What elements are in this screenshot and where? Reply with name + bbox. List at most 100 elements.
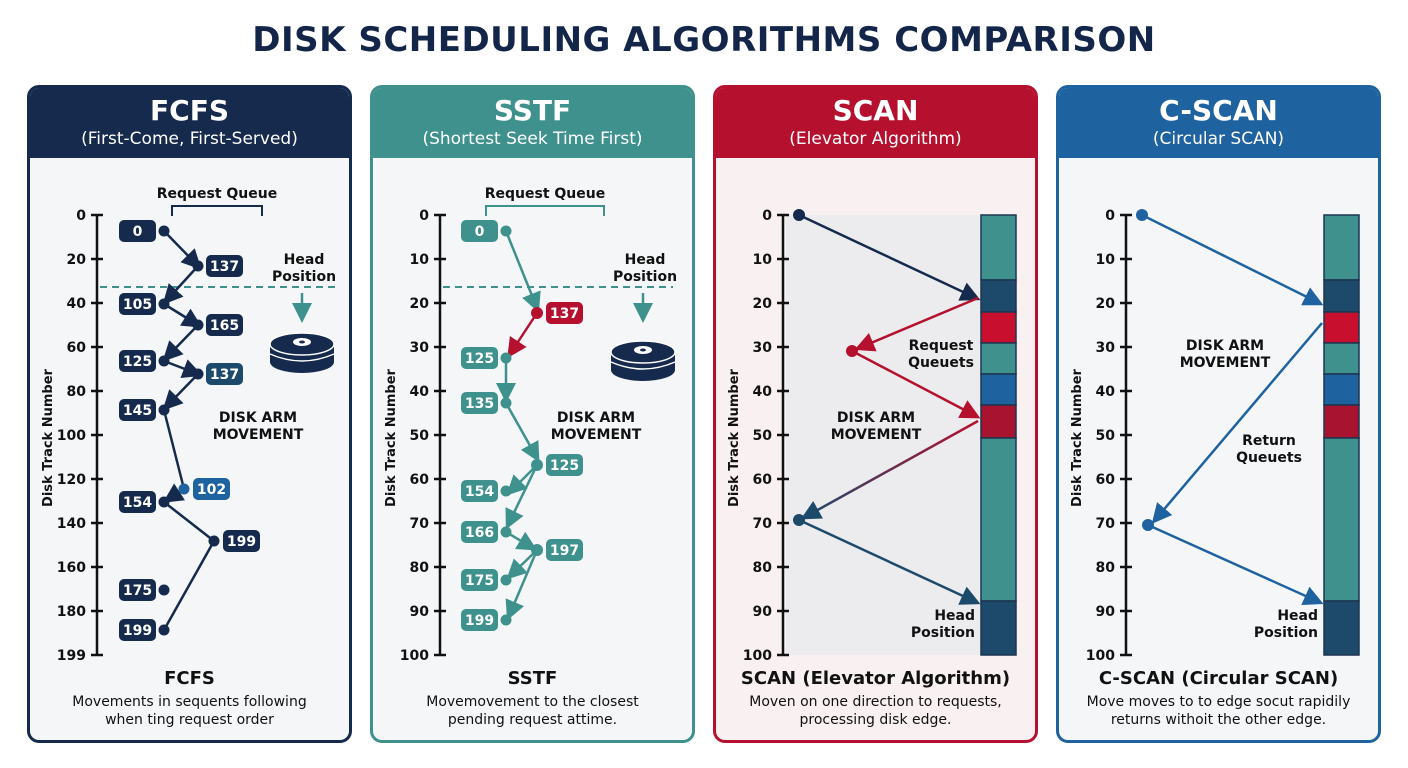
request-node: 197: [546, 539, 583, 561]
svg-text:166: 166: [465, 525, 494, 541]
svg-text:90: 90: [1096, 604, 1116, 620]
svg-text:Queuets: Queuets: [908, 355, 974, 371]
panel-scan: SCAN (Elevator Algorithm): [713, 85, 1038, 743]
caption: SSTF Movemovement to the closest pending…: [373, 668, 692, 729]
svg-text:165: 165: [210, 318, 239, 334]
svg-text:199: 199: [227, 534, 256, 550]
fcfs-diagram: 0 20 40 60 80 100 120 140 160 180 199 Di…: [41, 186, 336, 664]
svg-text:154: 154: [123, 495, 152, 511]
svg-text:20: 20: [410, 296, 430, 312]
svg-text:102: 102: [197, 482, 226, 498]
svg-text:145: 145: [123, 403, 152, 419]
request-node: 137: [546, 302, 583, 324]
algorithm-name: SCAN: [832, 94, 919, 127]
request-node: 125: [546, 454, 583, 476]
svg-text:125: 125: [465, 351, 494, 367]
svg-text:135: 135: [465, 396, 494, 412]
svg-text:100: 100: [1086, 648, 1115, 664]
request-node: 166: [461, 521, 498, 543]
svg-text:Head: Head: [625, 252, 666, 268]
svg-text:40: 40: [410, 384, 430, 400]
panel-cscan: C-SCAN (Circular SCAN) 0 10 20 3: [1056, 85, 1381, 743]
svg-text:50: 50: [1096, 428, 1116, 444]
y-axis-label: Disk Track Number: [1070, 368, 1085, 506]
svg-text:30: 30: [410, 340, 430, 356]
panel-header: SSTF (Shortest Seek Time First): [373, 88, 692, 158]
svg-text:80: 80: [753, 560, 773, 576]
y-axis-ticks: 0 10 20 30 40 50 60 70 80 90 100: [400, 208, 446, 664]
algorithm-subtitle: (Circular SCAN): [1152, 129, 1285, 149]
caption-title: C-SCAN (Circular SCAN): [1098, 668, 1339, 689]
svg-text:0: 0: [475, 224, 485, 240]
svg-text:137: 137: [210, 367, 239, 383]
svg-text:125: 125: [123, 354, 152, 370]
diagram-area: 0 20 40 60 80 100 120 140 160 180 199 Di…: [30, 158, 349, 740]
svg-text:125: 125: [550, 458, 579, 474]
request-node: 137: [206, 255, 243, 277]
svg-text:DISK ARM: DISK ARM: [557, 410, 635, 426]
svg-text:60: 60: [1096, 472, 1116, 488]
svg-text:175: 175: [465, 573, 494, 589]
disk-track-bar: [1323, 214, 1360, 656]
svg-text:100: 100: [57, 428, 86, 444]
caption: C-SCAN (Circular SCAN) Move moves to to …: [1059, 668, 1378, 729]
svg-text:70: 70: [410, 516, 430, 532]
panel-header: FCFS (First-Come, First-Served): [30, 88, 349, 158]
svg-text:137: 137: [210, 259, 239, 275]
request-queue-label: Request Queue: [157, 186, 277, 202]
svg-text:10: 10: [1096, 252, 1116, 268]
request-node: 0: [119, 220, 156, 242]
panel-header: C-SCAN (Circular SCAN): [1059, 88, 1378, 158]
caption-title: SSTF: [507, 668, 558, 689]
svg-text:DISK ARM: DISK ARM: [1186, 338, 1264, 354]
algorithm-name: SSTF: [493, 94, 572, 127]
svg-text:Head: Head: [1277, 608, 1318, 624]
svg-text:60: 60: [67, 340, 87, 356]
svg-text:175: 175: [123, 583, 152, 599]
svg-text:Queuets: Queuets: [1236, 450, 1302, 466]
caption-line-2: when ting request order: [105, 712, 274, 728]
request-node: 154: [461, 480, 498, 502]
diagram-area: 0 10 20 30 40 50 60 70 80 90 100 Disk Tr…: [716, 158, 1035, 740]
svg-text:50: 50: [753, 428, 773, 444]
algorithm-name: FCFS: [150, 94, 229, 127]
disk-icon: [269, 332, 335, 373]
svg-text:0: 0: [1105, 208, 1115, 224]
svg-text:Position: Position: [613, 269, 677, 285]
svg-text:MOVEMENT: MOVEMENT: [213, 427, 304, 443]
svg-text:90: 90: [753, 604, 773, 620]
svg-text:Position: Position: [272, 269, 336, 285]
caption-line-2: processing disk edge.: [799, 712, 952, 728]
svg-text:20: 20: [753, 296, 773, 312]
svg-text:30: 30: [753, 340, 773, 356]
request-node: 145: [119, 399, 156, 421]
svg-text:154: 154: [465, 484, 494, 500]
sstf-diagram: 0 10 20 30 40 50 60 70 80 90 100 Disk Tr…: [384, 186, 677, 664]
caption: SCAN (Elevator Algorithm) Moven on one d…: [716, 668, 1035, 729]
svg-text:70: 70: [753, 516, 773, 532]
page-title: DISK SCHEDULING ALGORITHMS COMPARISON: [252, 20, 1156, 60]
y-axis-ticks: 0 20 40 60 80 100 120 140 160 180 199: [57, 208, 103, 664]
svg-text:MOVEMENT: MOVEMENT: [831, 427, 922, 443]
disk-track-bar: [980, 214, 1017, 656]
request-node: 154: [119, 491, 156, 513]
svg-text:137: 137: [550, 306, 579, 322]
svg-text:199: 199: [123, 623, 152, 639]
svg-text:30: 30: [1096, 340, 1116, 356]
svg-text:80: 80: [1096, 560, 1116, 576]
svg-text:10: 10: [410, 252, 430, 268]
request-node: 199: [461, 609, 498, 631]
caption: FCFS Movements in sequents following whe…: [30, 668, 349, 729]
svg-text:105: 105: [123, 297, 152, 313]
svg-text:MOVEMENT: MOVEMENT: [1180, 355, 1271, 371]
svg-text:180: 180: [57, 604, 86, 620]
caption-line-1: Moven on one direction to requests,: [749, 694, 1002, 710]
svg-text:Head: Head: [934, 608, 975, 624]
svg-text:0: 0: [76, 208, 86, 224]
disk-icon: [610, 340, 676, 381]
svg-text:90: 90: [410, 604, 430, 620]
diagram-area: 0 10 20 30 40 50 60 70 80 90 100 Disk Tr…: [373, 158, 692, 740]
request-node: 175: [119, 579, 156, 601]
svg-text:100: 100: [400, 648, 429, 664]
y-axis-label: Disk Track Number: [384, 368, 399, 506]
